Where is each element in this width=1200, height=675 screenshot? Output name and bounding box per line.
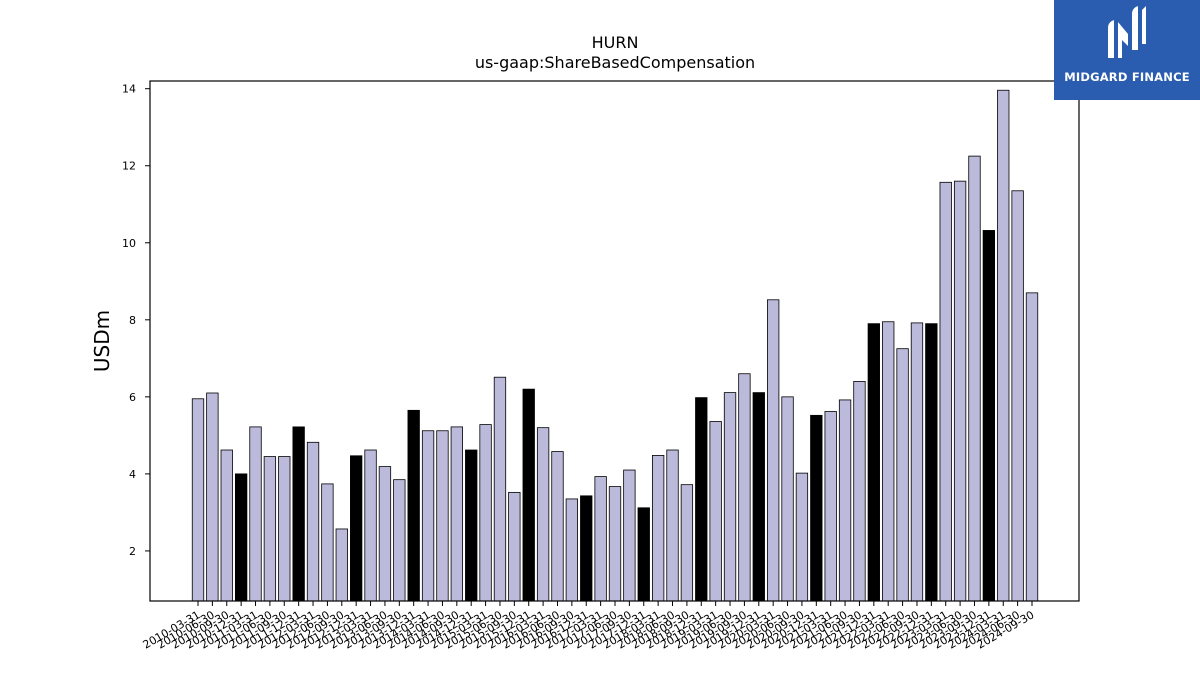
bar-2024-06-30 [1011, 190, 1024, 602]
bar-2016-09-30 [565, 498, 579, 602]
bar-2014-06-30 [436, 430, 449, 602]
bar-2021-09-30 [853, 381, 866, 602]
bar-2018-12-31 [695, 397, 708, 602]
bar-2011-03-31 [249, 426, 262, 602]
bar-2022-09-30 [910, 322, 924, 602]
bar-2017-12-31 [637, 507, 650, 602]
bar-2013-12-31 [407, 409, 420, 602]
chart-subtitle: us-gaap:ShareBasedCompensation [475, 53, 755, 72]
bar-2020-12-31 [810, 414, 823, 602]
y-tick-label: 14 [122, 83, 136, 96]
y-tick-label: 10 [122, 237, 136, 250]
bar-2012-06-30 [321, 483, 334, 602]
bar-2015-03-31 [479, 424, 492, 602]
bar-2012-09-30 [335, 528, 348, 602]
bar-2013-09-30 [393, 479, 406, 602]
bar-2013-06-30 [378, 466, 392, 602]
bar-2021-12-31 [867, 323, 880, 602]
bar-2020-06-30 [781, 396, 794, 602]
bar-2022-06-30 [896, 348, 909, 602]
bar-2020-03-31 [767, 299, 780, 602]
bar-2013-03-31 [364, 449, 377, 602]
bar-2016-03-31 [536, 427, 550, 602]
bar-2010-09-30 [220, 449, 233, 602]
bar-2015-09-30 [508, 491, 521, 602]
bar-2014-03-31 [421, 430, 435, 602]
bar-2020-09-30 [795, 472, 809, 602]
y-tick-label: 2 [129, 545, 136, 558]
brand-logo: MIDGARD FINANCE [1054, 0, 1200, 100]
y-tick-label: 6 [129, 391, 136, 404]
bar-2019-12-31 [752, 392, 765, 602]
plot-frame [149, 80, 1080, 602]
bar-2012-03-31 [306, 441, 320, 602]
bar-2019-06-30 [723, 392, 737, 602]
bar-2011-12-31 [292, 426, 305, 602]
bar-2019-09-30 [738, 373, 751, 602]
bar-2023-12-31 [982, 230, 996, 602]
bars-group [191, 89, 1039, 602]
bar-2017-06-30 [608, 486, 622, 602]
bar-2022-12-31 [925, 323, 938, 602]
bar-2010-06-30 [206, 392, 219, 602]
bar-2012-12-31 [350, 455, 363, 602]
brand-name: MIDGARD FINANCE [1064, 70, 1190, 84]
bar-2018-03-31 [651, 454, 665, 602]
bar-2018-09-30 [680, 484, 694, 602]
bar-2014-12-31 [465, 449, 478, 602]
bar-2014-09-30 [450, 426, 463, 602]
chart-title: HURN [592, 33, 639, 52]
y-axis: 2 4 6 8 10 12 14 [122, 83, 150, 558]
bar-2010-12-31 [234, 473, 248, 602]
y-tick-label: 8 [129, 314, 136, 327]
bar-2015-06-30 [493, 376, 507, 602]
bar-2017-03-31 [594, 476, 607, 602]
bar-2011-09-30 [278, 456, 291, 602]
bar-2019-03-31 [709, 421, 722, 602]
y-tick-label: 4 [129, 468, 136, 481]
y-axis-label: USDm [90, 310, 114, 372]
bar-2016-06-30 [551, 451, 564, 602]
bar-2024-09-30 [1025, 292, 1039, 602]
bar-2021-03-31 [824, 411, 837, 602]
bar-2022-03-31 [882, 321, 895, 602]
bar-2023-03-31 [939, 181, 952, 602]
bar-2011-06-30 [263, 456, 277, 602]
bar-2018-06-30 [666, 449, 679, 602]
bar-2016-12-31 [580, 495, 593, 602]
bar-2024-03-31 [997, 89, 1010, 602]
bar-2017-09-30 [623, 469, 636, 602]
bar-2015-12-31 [522, 388, 535, 602]
bar-2021-06-30 [838, 399, 852, 602]
midgard-logo-icon [1108, 6, 1146, 58]
bar-2010-03-31 [191, 398, 205, 602]
bar-2023-09-30 [968, 155, 981, 602]
x-axis: 2010-03-312010-06-302010-09-302010-12-31… [141, 601, 1037, 652]
bar-2023-06-30 [953, 180, 967, 602]
y-tick-label: 12 [122, 160, 136, 173]
